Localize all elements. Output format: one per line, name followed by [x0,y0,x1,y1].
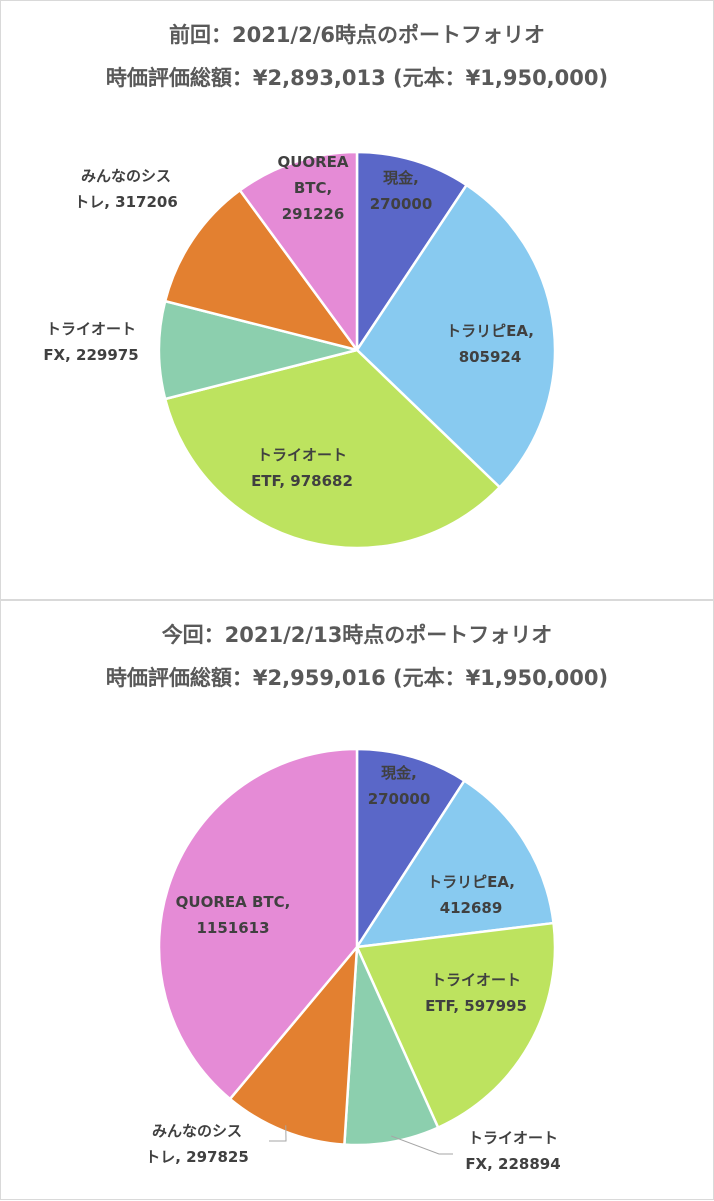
data-label-line: 291226 [282,205,345,223]
data-label-line: ETF, 597995 [425,997,527,1015]
data-label-line: 270000 [370,195,433,213]
pie-slice [355,921,557,1129]
data-label-line: トライオート [431,971,521,989]
leader-line [391,1135,453,1155]
data-label-line: トライオート [468,1129,558,1147]
data-label: トライオート FX, 229975 [43,320,138,364]
pie-slice [157,299,359,401]
pie-slice [163,348,501,550]
data-label: トライオート FX, 228894 [465,1129,560,1173]
data-label-line: ETF, 978682 [251,472,353,490]
pie-slice [238,150,359,352]
data-label: トラリピEA, 412689 [427,873,515,917]
pie-slice [355,150,468,352]
data-label-line: トラリピEA, [446,322,534,340]
pie-slice [355,183,557,489]
pie-slice [157,747,359,1101]
data-label-line: QUOREA BTC, [176,893,291,911]
data-label-line: 1151613 [196,919,269,937]
data-label-line: トレ, 297825 [145,1148,249,1166]
data-label-line: 270000 [368,790,431,808]
data-label: QUOREA BTC, 291226 [277,153,348,223]
data-label: トライオート ETF, 978682 [251,446,353,490]
data-label: みんなのシストレ, 297825 [145,1122,249,1166]
chart-panel-previous: 前回：2021/2/6時点のポートフォリオ 時価評価総額：¥2,893,013 … [0,0,714,600]
pie-slice [163,189,359,352]
chart-title: 前回：2021/2/6時点のポートフォリオ [168,23,545,47]
data-label: トライオート ETF, 597995 [425,971,527,1015]
data-label: トラリピEA, 805924 [446,322,534,366]
pie-slice [355,747,466,949]
data-label-line: FX, 228894 [465,1155,560,1173]
data-label-line: トラリピEA, [427,873,515,891]
data-label-line: トレ, 317206 [74,193,178,211]
chart-subtitle: 時価評価総額：¥2,959,016 (元本：¥1,950,000) [105,666,609,690]
data-label-line: 412689 [440,899,503,917]
data-label: 現金, 270000 [370,169,433,213]
pie-slice [228,945,359,1146]
data-label-line: FX, 229975 [43,346,138,364]
data-label-line: みんなのシス [152,1122,242,1140]
data-label-line: トライオート [257,446,347,464]
leader-line [269,1125,287,1142]
data-label: 現金, 270000 [368,764,431,808]
pie-slice [343,945,440,1147]
chart-title: 今回：2021/2/13時点のポートフォリオ [161,623,553,647]
data-label: QUOREA BTC, 1151613 [176,893,291,937]
chart-subtitle: 時価評価総額：¥2,893,013 (元本：¥1,950,000) [105,66,609,90]
data-label-line: QUOREA [277,153,348,171]
data-label-line: 現金, [381,764,417,782]
data-label: みんなのシストレ, 317206 [74,167,178,211]
data-label-line: 現金, [383,169,419,187]
pie-slice [355,779,555,949]
data-label-line: トライオート [46,320,136,338]
chart-panel-current: 今回：2021/2/13時点のポートフォリオ 時価評価総額：¥2,959,016… [0,600,714,1200]
data-label-line: BTC, [294,179,332,197]
data-label-line: 805924 [459,348,522,366]
data-label-line: みんなのシス [81,167,171,185]
